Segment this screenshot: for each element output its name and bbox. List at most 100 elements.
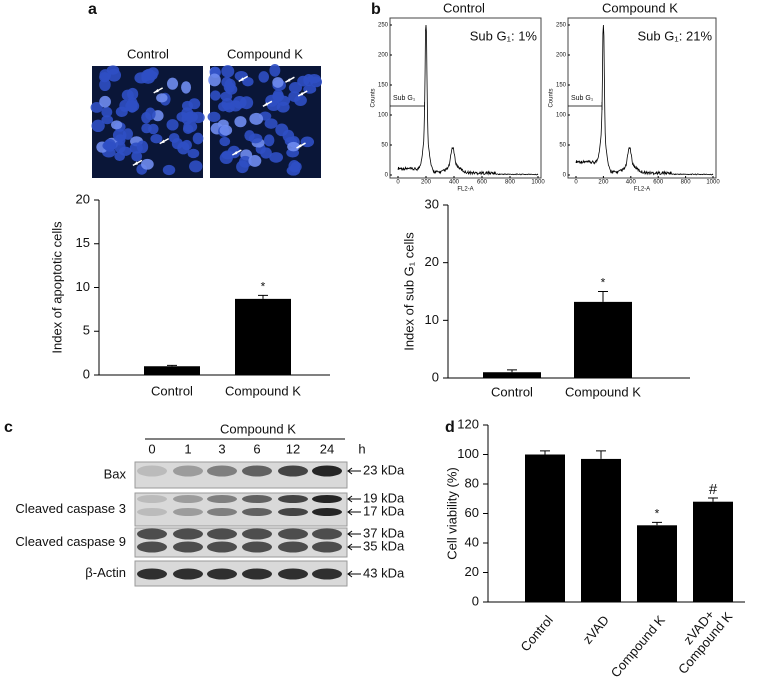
lane-label: 0 [148, 441, 155, 456]
arrow-head [285, 78, 291, 83]
nucleus [219, 124, 233, 136]
sub-g1-gate [568, 102, 603, 110]
band [173, 528, 203, 540]
nucleus [258, 71, 269, 83]
nucleus [223, 102, 235, 113]
nucleus [121, 89, 134, 101]
band [242, 528, 272, 540]
nucleus [90, 102, 103, 113]
nucleus [210, 90, 221, 101]
nucleus [248, 155, 262, 167]
marker-arrow [347, 467, 361, 475]
nucleus [181, 100, 193, 111]
time-unit: h [358, 441, 365, 456]
band [173, 495, 203, 503]
bar [483, 372, 541, 378]
y-tick-label: 0 [472, 593, 479, 608]
nucleus [249, 112, 264, 125]
nucleus [114, 151, 126, 161]
blot-strip [134, 527, 348, 558]
x-tick-label: Compound K [565, 384, 641, 399]
nucleus [162, 164, 176, 176]
flow-annotation: Sub G₁: 1% [470, 28, 538, 43]
blot-row-label: Cleaved caspase 9 [15, 534, 126, 549]
gate-label: Sub G₁ [393, 95, 416, 102]
bar [144, 366, 200, 375]
lane-label: 6 [253, 441, 260, 456]
y-tick-label: 100 [556, 113, 567, 119]
kda-label: 19 kDa [363, 490, 405, 505]
nucleus [221, 65, 235, 78]
y-tick-label: 10 [76, 279, 90, 294]
band [137, 528, 167, 540]
nucleus [129, 142, 143, 154]
marker-arrow [347, 530, 361, 538]
x-tick-label: Control [151, 383, 193, 398]
band [312, 528, 342, 540]
y-tick-label: 60 [465, 505, 479, 520]
lane-label: 3 [218, 441, 225, 456]
x-tick-label: 0 [574, 180, 578, 186]
band [278, 508, 308, 516]
band [242, 465, 272, 477]
band [137, 508, 167, 516]
error-bar [258, 294, 268, 299]
arrow-head [298, 91, 304, 96]
panel-label: a [88, 1, 97, 18]
nucleus [207, 111, 221, 122]
blot-row-label: Bax [104, 466, 127, 481]
nucleus [275, 123, 289, 137]
x-axis-label: FL2-A [634, 187, 650, 193]
marker-arrow [347, 570, 361, 578]
band [207, 508, 237, 516]
y-tick-label: 0 [432, 369, 439, 384]
band [312, 508, 342, 516]
nucleus [141, 158, 154, 170]
y-axis-label: Index of apoptotic cells [49, 221, 64, 354]
y-tick-label: 0 [563, 173, 567, 179]
blot-row-label: β-Actin [85, 565, 126, 580]
band [173, 508, 203, 516]
band [312, 568, 342, 580]
marker-arrow [347, 543, 361, 551]
bar [525, 454, 565, 602]
band [242, 495, 272, 503]
y-tick-label: 20 [465, 564, 479, 579]
y-tick-label: 250 [378, 23, 389, 29]
error-bar [598, 291, 608, 302]
y-tick-label: 15 [76, 235, 90, 250]
arrow-head [232, 150, 238, 155]
annotation: * [655, 507, 660, 521]
kda-label: 37 kDa [363, 525, 405, 540]
lane-label: 1 [184, 441, 191, 456]
gate-label: Sub G₁ [571, 95, 594, 102]
arrow-head [262, 102, 268, 107]
nucleus [131, 151, 143, 162]
y-tick-label: 5 [83, 323, 90, 338]
y-tick-label: 100 [378, 113, 389, 119]
nucleus [260, 147, 272, 159]
histogram-trace [397, 24, 539, 176]
x-tick-label: Compound K [608, 612, 668, 680]
y-axis-label: Counts [371, 88, 377, 107]
y-tick-label: 20 [425, 254, 439, 269]
nucleus [189, 160, 203, 173]
nucleus [99, 95, 111, 108]
band [207, 465, 237, 477]
nucleus [114, 140, 126, 154]
blot-strip [134, 492, 348, 527]
y-tick-label: 150 [378, 83, 389, 89]
nucleus [236, 160, 249, 174]
band [137, 495, 167, 503]
annotation: # [709, 481, 718, 498]
nucleus [187, 148, 200, 159]
nucleus [269, 63, 281, 77]
nucleus [177, 141, 190, 155]
band [312, 465, 342, 477]
y-tick-label: 120 [457, 416, 479, 431]
band [173, 465, 203, 477]
x-tick-label: 1000 [706, 180, 720, 186]
nucleus [307, 73, 321, 84]
arrow-head [153, 88, 159, 93]
bar [581, 458, 621, 602]
